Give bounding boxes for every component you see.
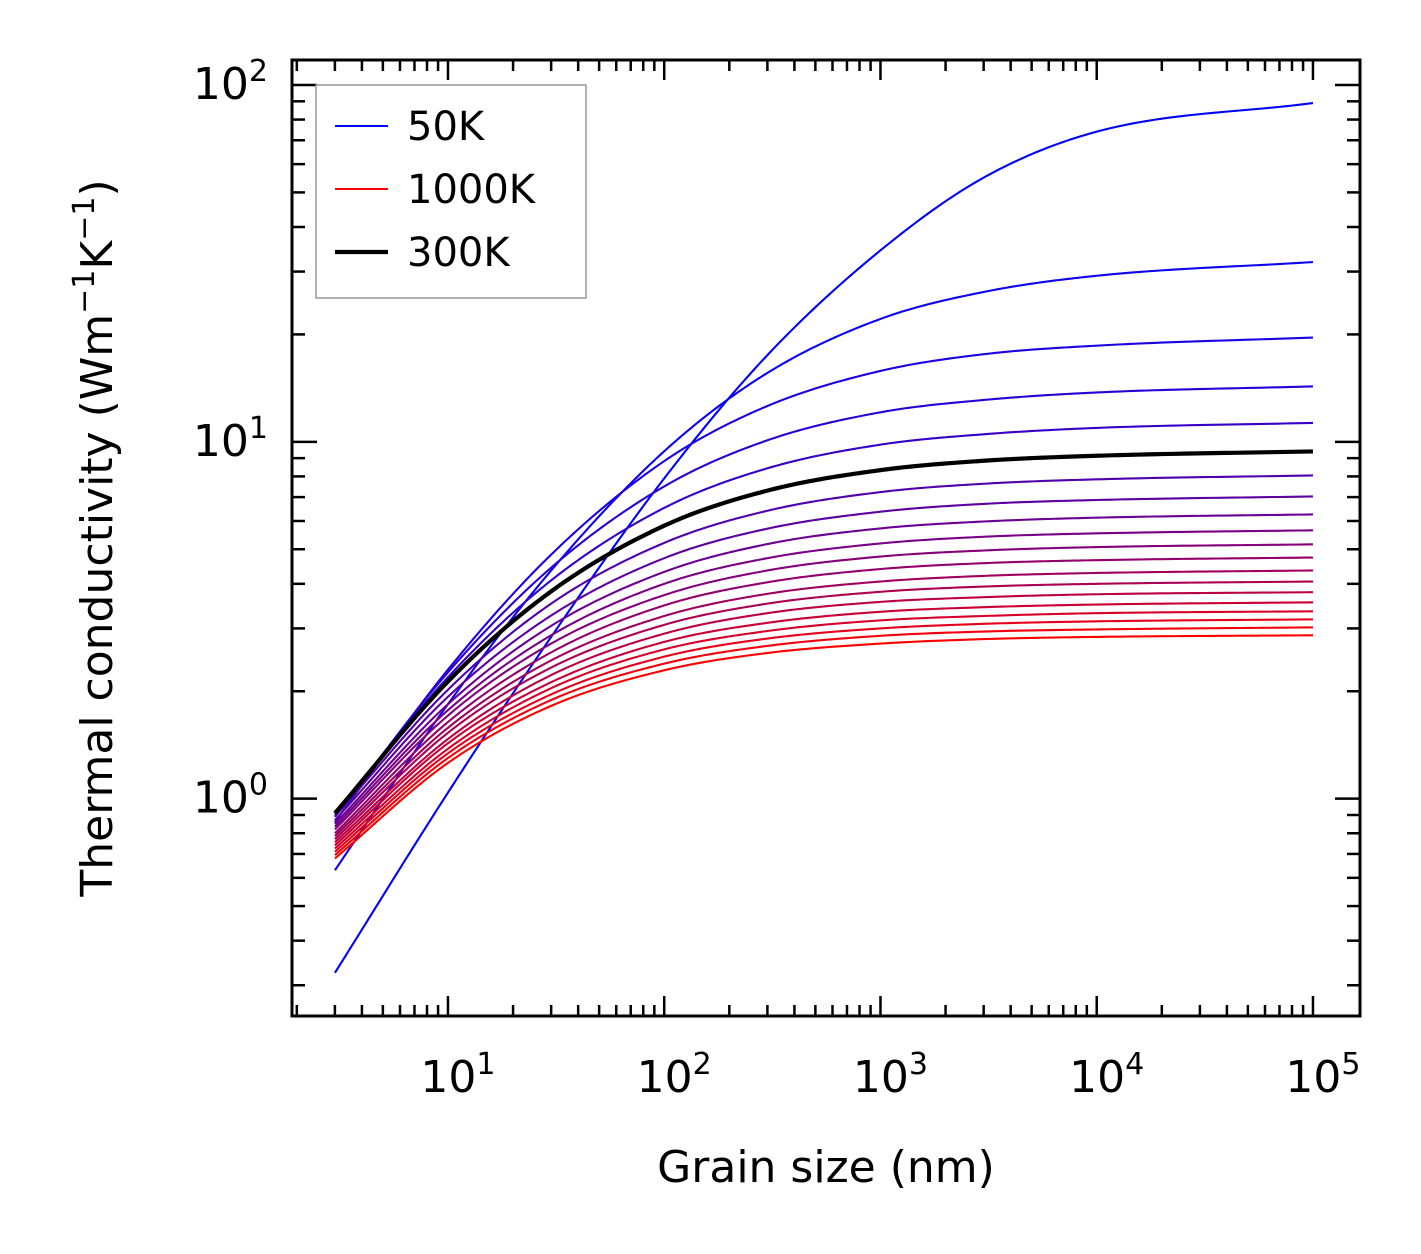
- series-line-250K: [334, 421, 1313, 816]
- y-tick-label-base: 10: [193, 773, 249, 824]
- legend-box: [315, 84, 587, 299]
- series-line-700K: [334, 580, 1313, 840]
- series-layer: [333, 102, 1314, 974]
- y-axis-label: Thermal conductivity (Wm−1K−1): [67, 179, 123, 897]
- x-tick-label: 103: [853, 1047, 928, 1103]
- y-axis-label-exp1: −1: [67, 270, 102, 314]
- series-line-850K: [334, 610, 1313, 850]
- legend-entries: 50K 1000K 300K: [335, 104, 537, 276]
- y-tick-label-exp: 1: [249, 411, 268, 446]
- legend: 50K 1000K 300K: [315, 84, 587, 299]
- x-tick-label-exp: 4: [1125, 1047, 1144, 1082]
- x-tick-label-base: 10: [420, 1052, 476, 1103]
- y-axis-label-exp2: −1: [67, 197, 102, 241]
- series-line-300K: [333, 449, 1314, 815]
- y-axis-label-base: Thermal conductivity (Wm: [72, 314, 123, 898]
- y-axis-label-end: ): [72, 179, 123, 196]
- x-tick-label-exp: 5: [1341, 1047, 1360, 1082]
- series-line-900K: [334, 618, 1313, 853]
- legend-label-1000K: 1000K: [407, 167, 537, 213]
- series-line-550K: [334, 543, 1313, 831]
- y-tick-label: 100: [193, 768, 268, 824]
- x-tick-label-base: 10: [637, 1052, 693, 1103]
- series-line-200K: [334, 385, 1313, 818]
- series-line-600K: [334, 556, 1313, 834]
- y-tick-label: 101: [193, 411, 268, 467]
- x-tick-label-base: 10: [1285, 1052, 1341, 1103]
- x-tick-label-base: 10: [1069, 1052, 1125, 1103]
- plot-frame: [290, 58, 1362, 1018]
- legend-label-300K: 300K: [407, 230, 511, 276]
- x-tick-label-base: 10: [853, 1052, 909, 1103]
- series-line-950K: [334, 626, 1313, 856]
- x-axis-label: Grain size (nm): [657, 1142, 995, 1193]
- series-line-450K: [334, 513, 1313, 825]
- series-line-150K: [334, 336, 1314, 823]
- y-tick-label: 102: [193, 54, 268, 110]
- series-line-350K: [334, 474, 1313, 818]
- x-tick-labels: 101 102 103 104 105: [420, 1047, 1360, 1103]
- ticks-layer: [292, 60, 1360, 1016]
- y-tick-label-exp: 2: [249, 54, 268, 89]
- x-tick-label-exp: 3: [909, 1047, 928, 1082]
- legend-label-50K: 50K: [407, 104, 486, 150]
- series-line-1000K: [334, 634, 1313, 860]
- series-line-750K: [334, 591, 1313, 843]
- y-tick-label-exp: 0: [249, 768, 268, 803]
- series-line-800K: [334, 601, 1313, 847]
- y-tick-label-base: 10: [193, 416, 249, 467]
- series-line-500K: [334, 529, 1313, 828]
- x-tick-label-exp: 2: [693, 1047, 712, 1082]
- x-tick-label: 102: [637, 1047, 712, 1103]
- y-tick-label-base: 10: [193, 59, 249, 110]
- x-tick-label: 104: [1069, 1047, 1144, 1103]
- x-tick-label: 105: [1285, 1047, 1360, 1103]
- y-axis-label-mid: K: [72, 240, 123, 270]
- series-line-650K: [334, 569, 1313, 837]
- x-tick-label-exp: 1: [476, 1047, 495, 1082]
- x-tick-label: 101: [420, 1047, 495, 1103]
- series-line-400K: [334, 495, 1313, 821]
